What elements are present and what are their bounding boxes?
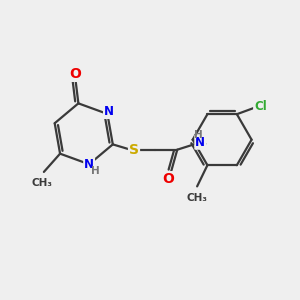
- Text: N: N: [195, 136, 205, 149]
- Text: O: O: [70, 67, 81, 81]
- Text: S: S: [129, 143, 139, 157]
- Text: N: N: [104, 105, 114, 118]
- Text: H: H: [91, 166, 99, 176]
- Text: H: H: [194, 130, 202, 140]
- Text: CH₃: CH₃: [32, 178, 53, 188]
- Text: O: O: [163, 172, 174, 186]
- Text: CH₃: CH₃: [187, 193, 208, 203]
- Text: N: N: [84, 158, 94, 171]
- Text: Cl: Cl: [254, 100, 267, 113]
